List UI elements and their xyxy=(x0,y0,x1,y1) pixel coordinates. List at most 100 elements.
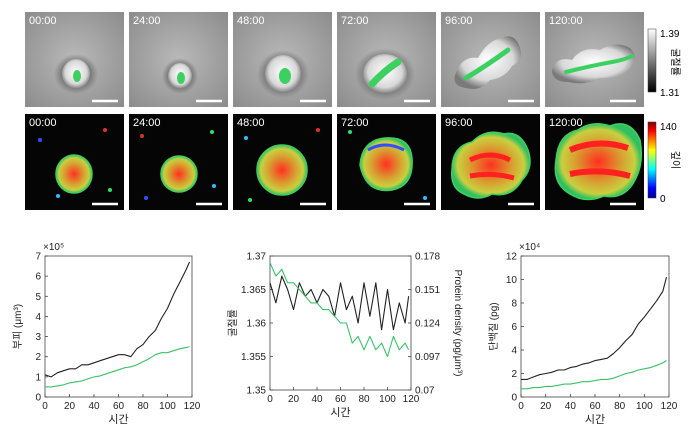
time-label: 96:00 xyxy=(445,117,473,129)
refractive-index-row: 00:00 24:00 48:00 72:00 xyxy=(25,12,644,107)
x-tick-label: 100 xyxy=(379,394,396,405)
x-tick-label: 40 xyxy=(88,401,100,412)
depth-row: 00:00 24:00 48:00 72:00 xyxy=(25,114,644,210)
plot-frame xyxy=(520,255,670,398)
y-tick-label: 0 xyxy=(35,393,41,404)
y-tick-label: 0 xyxy=(511,393,517,404)
x-axis-label: 시간 xyxy=(330,406,350,419)
y-right-tick-label: 0.07 xyxy=(415,386,435,397)
series-line-1 xyxy=(269,262,410,358)
chart-0: 0 20 40 60 80 100 120 0 1 2 3 4 5 6 7×10⁵ 시간 부피 (μm³) xyxy=(12,242,201,426)
y-tick-label: 1.365 xyxy=(241,285,266,296)
depth-panel-2: 48:00 xyxy=(233,114,332,210)
x-tick-label: 100 xyxy=(159,401,176,412)
x-tick-label: 0 xyxy=(518,401,524,412)
colorbar-label: 굴절률 xyxy=(669,48,682,76)
depth-panel-5: 120:00 xyxy=(545,114,644,210)
y-tick-label: 4 xyxy=(35,312,41,323)
series-line-0 xyxy=(269,275,410,331)
y-right-tick-label: 0.097 xyxy=(415,352,440,363)
y-tick-label: 1.355 xyxy=(241,352,266,363)
y-tick-label: 8 xyxy=(511,299,517,310)
depth-panel-3: 72:00 xyxy=(337,114,436,210)
ri-panel-3: 72:00 xyxy=(337,12,436,107)
y-tick-label: 1 xyxy=(35,372,41,383)
x-tick-label: 80 xyxy=(358,394,370,405)
series-line-0 xyxy=(44,261,191,378)
time-label: 00:00 xyxy=(29,15,57,27)
x-tick-label: 120 xyxy=(184,401,201,412)
colorbar-min: 0 xyxy=(660,194,666,205)
colorbar-max: 140 xyxy=(660,122,677,133)
x-tick-label: 20 xyxy=(64,401,76,412)
depth-panel-0: 00:00 xyxy=(25,114,124,210)
y-axis-label: 굴절률 xyxy=(226,309,239,337)
depth-colorbar: 140 0 깊이 xyxy=(647,121,681,205)
y-right-label: Protein density (pg/μm³) xyxy=(452,270,463,377)
y-tick-label: 5 xyxy=(35,292,41,303)
y-tick-label: 1.35 xyxy=(247,386,267,397)
axis-exponent: ×10⁵ xyxy=(43,242,64,253)
y-right-tick-label: 0.124 xyxy=(415,319,440,330)
x-axis-label: 시간 xyxy=(585,413,605,426)
x-tick-label: 80 xyxy=(137,401,149,412)
x-tick-label: 120 xyxy=(403,394,420,405)
x-tick-label: 80 xyxy=(614,401,626,412)
x-tick-label: 60 xyxy=(113,401,125,412)
y-tick-label: 2 xyxy=(35,352,41,363)
x-tick-label: 60 xyxy=(335,394,347,405)
time-label: 120:00 xyxy=(549,117,583,129)
y-axis-label: 단백질 (pg) xyxy=(488,302,500,350)
colorbar-min: 1.31 xyxy=(660,88,680,99)
x-tick-label: 100 xyxy=(636,401,653,412)
depth-panel-4: 96:00 xyxy=(441,114,540,210)
refractive-colorbar: 1.39 1.31 굴절률 xyxy=(647,28,682,99)
colorbar-max: 1.39 xyxy=(660,29,680,40)
ri-panel-5: 120:00 xyxy=(545,12,644,107)
x-tick-label: 0 xyxy=(267,394,273,405)
time-label: 00:00 xyxy=(29,117,57,129)
time-label: 24:00 xyxy=(133,15,161,27)
ri-panel-2: 48:00 xyxy=(233,12,332,107)
x-tick-label: 20 xyxy=(288,394,300,405)
series-line-0 xyxy=(521,276,668,380)
y-tick-label: 6 xyxy=(35,272,41,283)
colorbar-label: 깊이 xyxy=(669,151,681,169)
time-label: 48:00 xyxy=(237,117,265,129)
y-tick-label: 1.37 xyxy=(247,252,267,263)
time-label: 48:00 xyxy=(237,15,265,27)
x-tick-label: 40 xyxy=(565,401,577,412)
y-tick-label: 3 xyxy=(35,332,41,343)
time-label: 96:00 xyxy=(445,15,473,27)
y-axis-label: 부피 (μm³) xyxy=(12,304,24,349)
ri-panel-0: 00:00 xyxy=(25,12,124,107)
y-tick-label: 4 xyxy=(511,346,517,357)
series-line-1 xyxy=(45,346,190,388)
x-tick-label: 60 xyxy=(589,401,601,412)
axis-exponent: ×10⁴ xyxy=(519,242,540,253)
y-tick-label: 6 xyxy=(511,322,517,333)
y-tick-label: 10 xyxy=(506,275,518,286)
depth-panel-1: 24:00 xyxy=(129,114,228,210)
time-label: 120:00 xyxy=(549,15,583,27)
y-tick-label: 7 xyxy=(35,252,41,263)
chart-1: 0 20 40 60 80 100 120 1.35 1.355 1.36 1.365 1.37 0.0… xyxy=(226,252,463,420)
time-label: 24:00 xyxy=(133,117,161,129)
x-tick-label: 0 xyxy=(42,401,48,412)
y-tick-label: 1.36 xyxy=(247,319,267,330)
chart-2: 0 20 40 60 80 100 120 0 2 4 6 8 10 12×10⁴ 시간 단백질 (pg) xyxy=(488,242,678,426)
x-tick-label: 40 xyxy=(311,394,323,405)
y-tick-label: 2 xyxy=(511,369,517,380)
time-label: 72:00 xyxy=(341,15,369,27)
x-tick-label: 120 xyxy=(661,401,678,412)
x-tick-label: 20 xyxy=(540,401,552,412)
y-right-tick-label: 0.151 xyxy=(415,285,440,296)
time-label: 72:00 xyxy=(341,117,369,129)
ri-panel-4: 96:00 xyxy=(441,12,540,107)
ri-panel-1: 24:00 xyxy=(129,12,228,107)
series-line-1 xyxy=(521,360,667,390)
x-axis-label: 시간 xyxy=(108,413,128,426)
y-tick-label: 12 xyxy=(506,252,518,263)
